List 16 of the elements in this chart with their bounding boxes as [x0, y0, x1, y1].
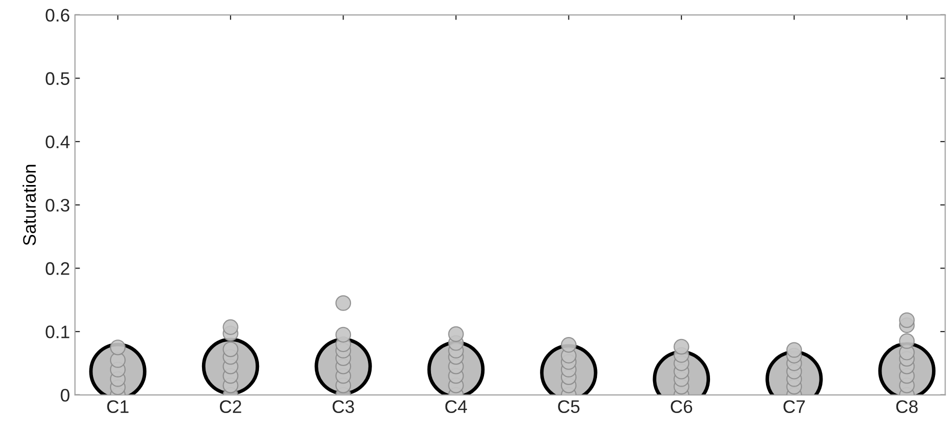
x-tick-label: C6: [670, 400, 692, 414]
y-axis-title: Saturation: [22, 164, 36, 246]
y-tick-label: 0.1: [46, 326, 70, 338]
x-tick-label: C5: [558, 400, 580, 414]
y-tick-label: 0.4: [46, 136, 70, 148]
x-tick-label: C1: [107, 400, 128, 414]
y-tick-label: 0.5: [46, 72, 70, 85]
x-tick-label: C3: [332, 400, 354, 414]
x-tick-label: C4: [445, 400, 467, 414]
y-tick-label: 0.6: [46, 8, 70, 22]
x-tick-label: C2: [220, 400, 242, 414]
x-tick-label: C7: [784, 400, 805, 414]
y-tick-label: 0.2: [46, 262, 70, 275]
y-tick-label: 0.3: [46, 198, 70, 212]
y-tick-label: 0: [60, 388, 70, 402]
x-tick-label: C8: [896, 400, 918, 414]
